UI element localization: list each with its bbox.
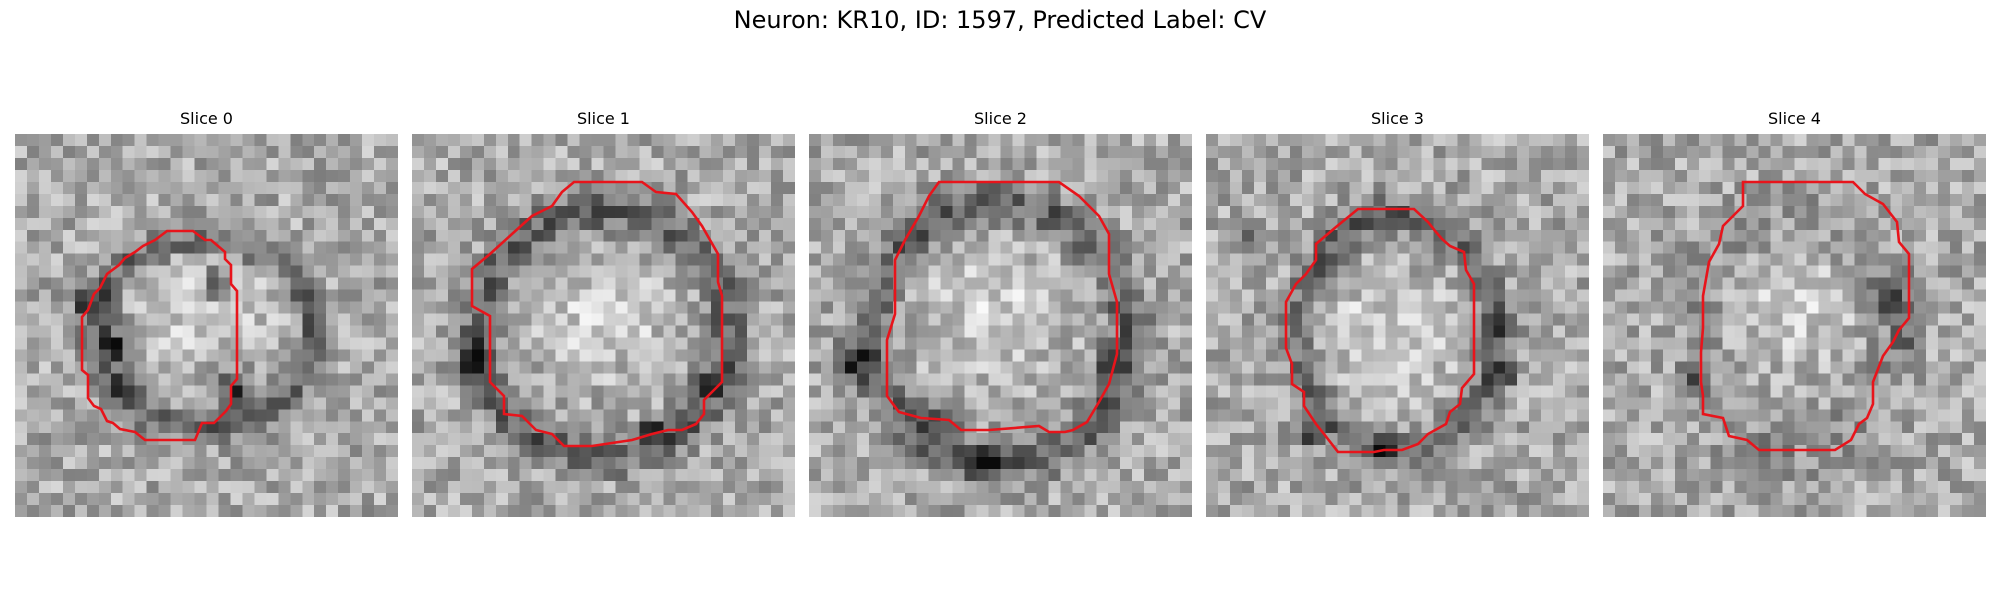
slice-image	[412, 134, 795, 517]
slice-image	[1603, 134, 1986, 517]
slice-image	[1206, 134, 1589, 517]
slice-image	[15, 134, 398, 517]
roi-contour	[470, 180, 724, 448]
slice-panel-0: Slice 0	[15, 108, 398, 517]
figure-title: Neuron: KR10, ID: 1597, Predicted Label:…	[733, 6, 1267, 34]
slice-panel-2: Slice 2	[809, 108, 1192, 517]
roi-contour	[885, 180, 1119, 434]
slice-panel-3: Slice 3	[1206, 108, 1589, 517]
slice-title: Slice 0	[180, 109, 233, 128]
slice-panel-4: Slice 4	[1603, 108, 1986, 517]
slice-title: Slice 1	[577, 109, 630, 128]
roi-contour	[1699, 180, 1911, 452]
slice-title: Slice 4	[1768, 109, 1821, 128]
slice-panel-1: Slice 1	[412, 108, 795, 517]
slice-title: Slice 3	[1371, 109, 1424, 128]
slice-image	[809, 134, 1192, 517]
roi-contour	[1284, 207, 1476, 454]
slice-title: Slice 2	[974, 109, 1027, 128]
roi-contour	[80, 229, 239, 442]
